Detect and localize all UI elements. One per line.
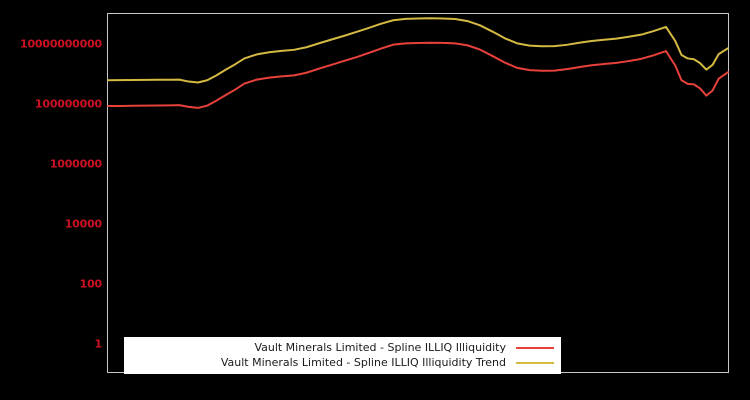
- y-axis-tick-label: 10000000000: [20, 37, 102, 51]
- y-axis-tick-label: 1000000: [49, 157, 102, 171]
- y-axis-tick-label: 10000: [64, 217, 102, 231]
- legend-label-trend: Vault Minerals Limited - Spline ILLIQ Il…: [220, 356, 506, 369]
- legend-swatch-trend: [516, 361, 554, 364]
- y-axis-tick-label: 1: [94, 337, 103, 351]
- chart-legend[interactable]: Vault Minerals Limited - Spline ILLIQ Il…: [124, 337, 561, 374]
- y-axis-tick-label: 100000000: [34, 97, 102, 111]
- legend-label-illiquidity: Vault Minerals Limited - Spline ILLIQ Il…: [254, 341, 506, 354]
- plot-area: [107, 13, 729, 373]
- legend-item[interactable]: Vault Minerals Limited - Spline ILLIQ Il…: [131, 340, 554, 355]
- legend-swatch-illiquidity: [516, 346, 554, 349]
- y-axis-tick-label: 100: [79, 277, 103, 291]
- legend-item[interactable]: Vault Minerals Limited - Spline ILLIQ Il…: [131, 355, 554, 370]
